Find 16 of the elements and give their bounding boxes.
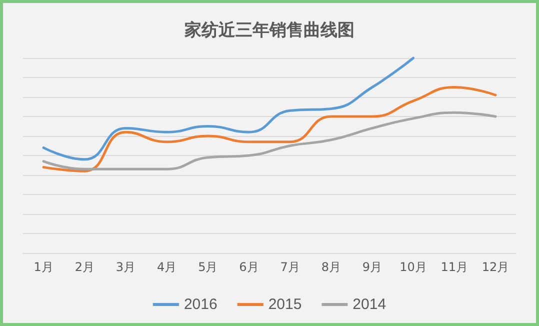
x-tick-label: 10月 bbox=[400, 260, 427, 274]
x-tick-label: 1月 bbox=[34, 260, 54, 274]
x-tick-label: 6月 bbox=[239, 260, 259, 274]
chart-title: 家纺近三年销售曲线图 bbox=[184, 20, 354, 40]
x-tick-label: 5月 bbox=[198, 260, 218, 274]
legend-label: 2016 bbox=[184, 296, 218, 313]
x-tick-label: 12月 bbox=[482, 260, 510, 274]
x-tick-label: 4月 bbox=[156, 260, 177, 274]
legend-label: 2015 bbox=[268, 296, 302, 313]
x-tick-label: 9月 bbox=[362, 260, 382, 274]
x-tick-label: 3月 bbox=[116, 260, 136, 274]
x-tick-label: 8月 bbox=[321, 260, 341, 274]
x-tick-label: 2月 bbox=[74, 260, 94, 274]
legend-label: 2014 bbox=[352, 296, 386, 313]
x-tick-label: 7月 bbox=[280, 260, 300, 274]
x-tick-label: 11月 bbox=[440, 260, 468, 274]
